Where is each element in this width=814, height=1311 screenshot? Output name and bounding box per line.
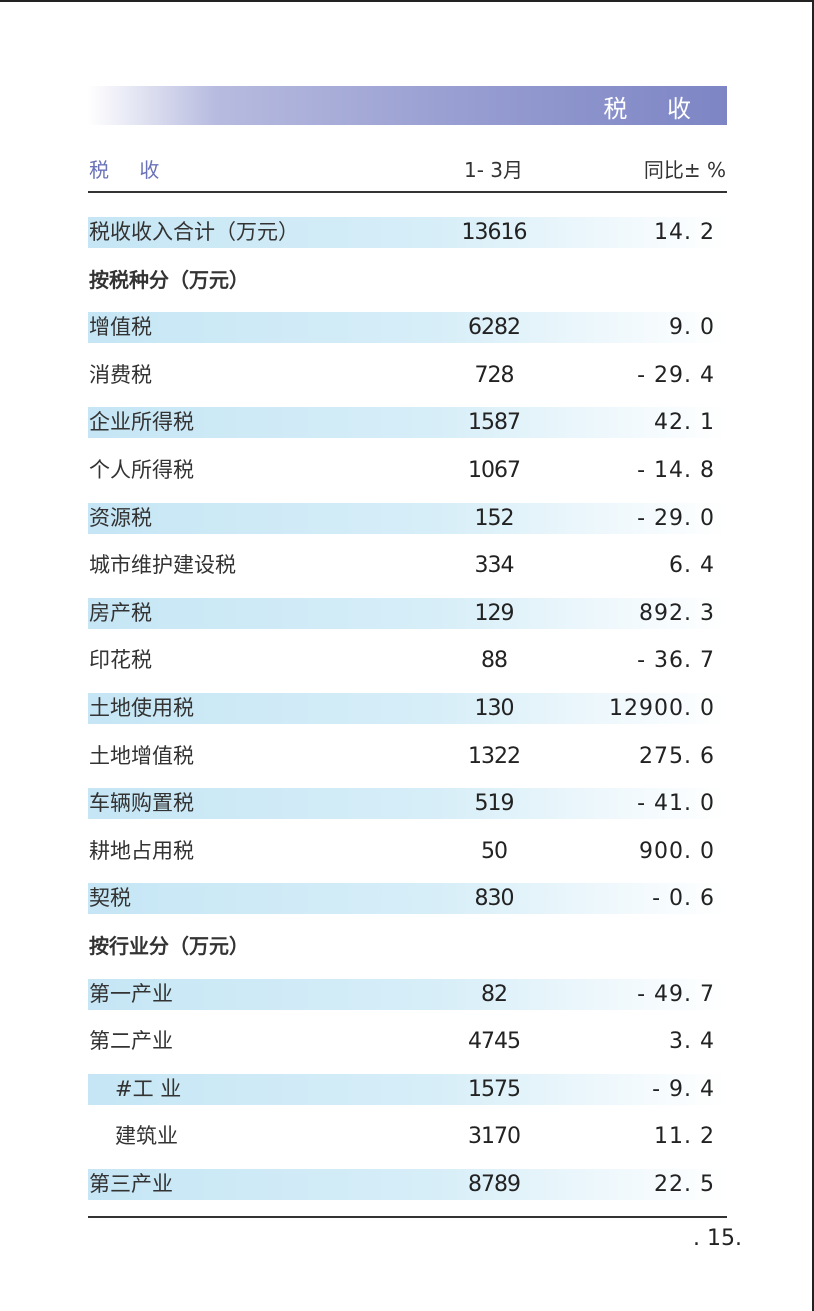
table-row: 增值税 6282 9. 0	[88, 312, 727, 343]
row-label: 第一产业	[89, 982, 173, 1006]
table-row: 消费税 728 - 29. 4	[88, 360, 727, 391]
row-value: 4745	[468, 1029, 521, 1054]
table-row: 土地增值税 1322 275. 6	[88, 741, 727, 772]
row-value: 728	[474, 363, 515, 388]
row-value: 88	[481, 648, 508, 673]
row-yoy-change: - 36. 7	[637, 648, 715, 673]
table-row: 第三产业 8789 22. 5	[88, 1169, 727, 1200]
table-row: #工 业 1575 - 9. 4	[88, 1074, 727, 1105]
row-value: 152	[474, 506, 515, 531]
table-row: 耕地占用税 50 900. 0	[88, 836, 727, 867]
footer-rule	[88, 1216, 727, 1218]
row-yoy-change: - 29. 4	[637, 363, 715, 388]
table-row: 车辆购置税 519 - 41. 0	[88, 788, 727, 819]
table-row: 城市维护建设税 334 6. 4	[88, 550, 727, 581]
row-label: 城市维护建设税	[89, 553, 236, 577]
row-value: 1587	[468, 410, 521, 435]
row-value: 1575	[468, 1077, 521, 1102]
row-yoy-change: 22. 5	[654, 1172, 715, 1197]
row-label: 个人所得税	[89, 458, 194, 482]
row-value: 334	[474, 553, 515, 578]
row-label: 消费税	[89, 363, 152, 387]
page-number: . 15.	[693, 1226, 742, 1251]
row-label: 税收收入合计（万元）	[89, 220, 299, 244]
row-yoy-change: 9. 0	[669, 315, 715, 340]
column-header-period: 1- 3月	[464, 158, 524, 182]
row-yoy-change: - 49. 7	[637, 982, 715, 1007]
section-heading: 按税种分（万元）	[89, 268, 249, 292]
table-row: 企业所得税 1587 42. 1	[88, 407, 727, 438]
row-label: 企业所得税	[89, 410, 194, 434]
row-value: 3170	[468, 1124, 521, 1149]
row-yoy-change: - 0. 6	[652, 886, 715, 911]
row-label: 建筑业	[115, 1124, 178, 1148]
row-yoy-change: 14. 2	[654, 220, 715, 245]
row-yoy-change: 275. 6	[639, 744, 715, 769]
row-yoy-change: 900. 0	[639, 839, 715, 864]
row-yoy-change: 892. 3	[639, 601, 715, 626]
row-value: 1067	[468, 458, 521, 483]
section-heading: 按行业分（万元）	[89, 934, 249, 958]
row-label: 土地增值税	[89, 744, 194, 768]
row-value: 50	[481, 839, 508, 864]
row-yoy-change: 42. 1	[654, 410, 715, 435]
row-yoy-change: - 41. 0	[637, 791, 715, 816]
row-value: 519	[474, 791, 515, 816]
row-yoy-change: 12900. 0	[609, 696, 715, 721]
row-value: 830	[474, 886, 515, 911]
row-label: 印花税	[89, 648, 152, 672]
table-row: 土地使用税 130 12900. 0	[88, 693, 727, 724]
row-yoy-change: - 29. 0	[637, 506, 715, 531]
table-row: 契税 830 - 0. 6	[88, 883, 727, 914]
section-banner: 税 收	[88, 86, 727, 125]
table-row: 建筑业 3170 11. 2	[88, 1121, 727, 1152]
banner-title: 税 收	[603, 95, 707, 123]
header-rule	[88, 191, 727, 193]
column-header-yoy: 同比± %	[643, 158, 726, 182]
row-label: 契税	[89, 886, 131, 910]
row-label: 增值税	[89, 315, 152, 339]
row-yoy-change: - 9. 4	[652, 1077, 715, 1102]
row-value: 8789	[468, 1172, 521, 1197]
table-row: 资源税 152 - 29. 0	[88, 503, 727, 534]
row-yoy-change: 6. 4	[669, 553, 715, 578]
table-row: 个人所得税 1067 - 14. 8	[88, 455, 727, 486]
table-row: 第一产业 82 - 49. 7	[88, 979, 727, 1010]
table-row: 税收收入合计（万元） 13616 14. 2	[88, 217, 727, 248]
row-label: 耕地占用税	[89, 839, 194, 863]
row-value: 129	[474, 601, 515, 626]
section-heading-row: 按行业分（万元）	[88, 931, 727, 962]
row-value: 82	[481, 982, 508, 1007]
table-row: 房产税 129 892. 3	[88, 598, 727, 629]
page-border-right	[812, 0, 814, 1311]
row-label: 土地使用税	[89, 696, 194, 720]
table-row: 印花税 88 - 36. 7	[88, 645, 727, 676]
row-value: 6282	[468, 315, 521, 340]
row-value: 13616	[461, 220, 528, 245]
row-value: 1322	[468, 744, 521, 769]
row-yoy-change: - 14. 8	[637, 458, 715, 483]
row-value: 130	[474, 696, 515, 721]
row-label: 第二产业	[89, 1029, 173, 1053]
row-label: #工 业	[115, 1077, 182, 1101]
row-label: 第三产业	[89, 1172, 173, 1196]
section-heading-row: 按税种分（万元）	[88, 265, 727, 296]
page-border-top	[0, 0, 814, 2]
row-yoy-change: 3. 4	[669, 1029, 715, 1054]
row-yoy-change: 11. 2	[654, 1124, 715, 1149]
row-label: 车辆购置税	[89, 791, 194, 815]
column-header-item: 税 收	[89, 158, 172, 182]
row-label: 资源税	[89, 506, 152, 530]
row-label: 房产税	[89, 601, 152, 625]
table-row: 第二产业 4745 3. 4	[88, 1026, 727, 1057]
